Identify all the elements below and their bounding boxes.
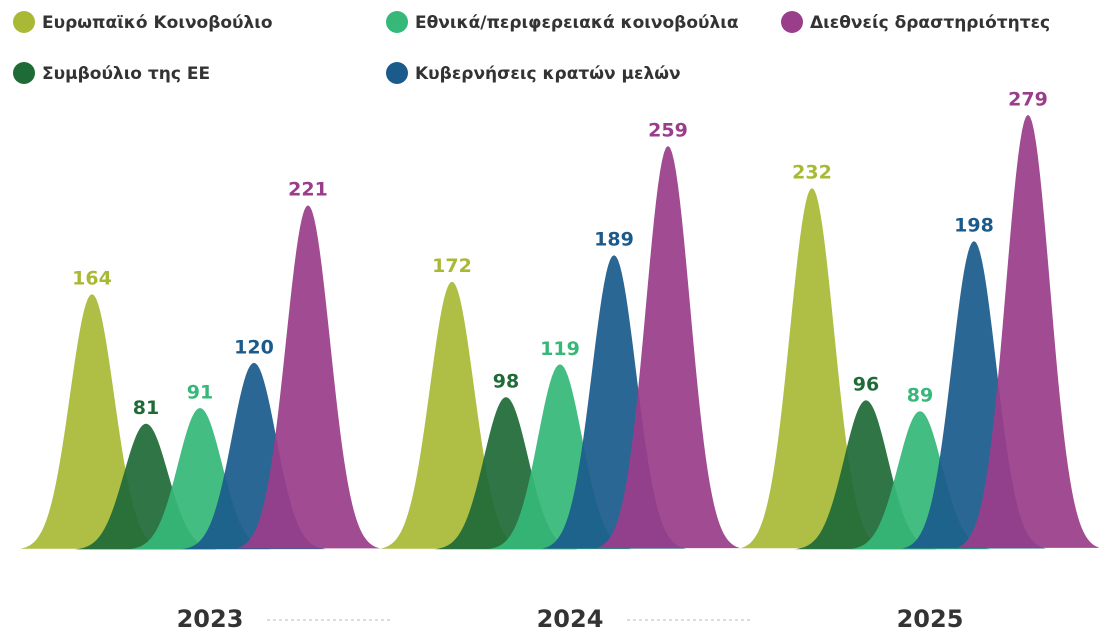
value-label: 259 [648, 119, 688, 141]
legend-swatch [386, 11, 408, 33]
legend-swatch [13, 62, 35, 84]
x-tick-label: 2025 [897, 605, 964, 633]
legend-swatch [386, 62, 408, 84]
value-label: 232 [792, 162, 832, 184]
legend-label: Κυβερνήσεις κρατών μελών [415, 64, 681, 84]
value-label: 198 [954, 215, 994, 237]
x-tick-label: 2024 [537, 605, 604, 633]
value-label: 81 [133, 397, 159, 419]
value-label: 120 [234, 336, 274, 358]
peak [236, 205, 380, 549]
legend-label: Διεθνείς δραστηριότητες [810, 13, 1050, 33]
legend-swatch [13, 11, 35, 33]
value-label: 96 [853, 374, 879, 396]
value-label: 279 [1008, 88, 1048, 110]
value-label: 172 [432, 255, 472, 277]
peak [956, 114, 1099, 548]
legend-label: Εθνικά/περιφερειακά κοινοβούλια [415, 13, 739, 33]
value-label: 89 [907, 385, 933, 407]
value-label: 221 [288, 179, 328, 201]
legend-label: Ευρωπαϊκό Κοινοβούλιο [42, 13, 273, 33]
value-label: 91 [187, 382, 213, 404]
legend-label: Συμβούλιο της ΕΕ [42, 64, 210, 84]
legend-swatch [781, 11, 803, 33]
value-label: 119 [540, 338, 580, 360]
value-label: 98 [493, 371, 519, 393]
value-label: 189 [594, 229, 634, 251]
peak [596, 146, 740, 549]
value-label: 164 [72, 268, 112, 290]
x-tick-label: 2023 [177, 605, 244, 633]
